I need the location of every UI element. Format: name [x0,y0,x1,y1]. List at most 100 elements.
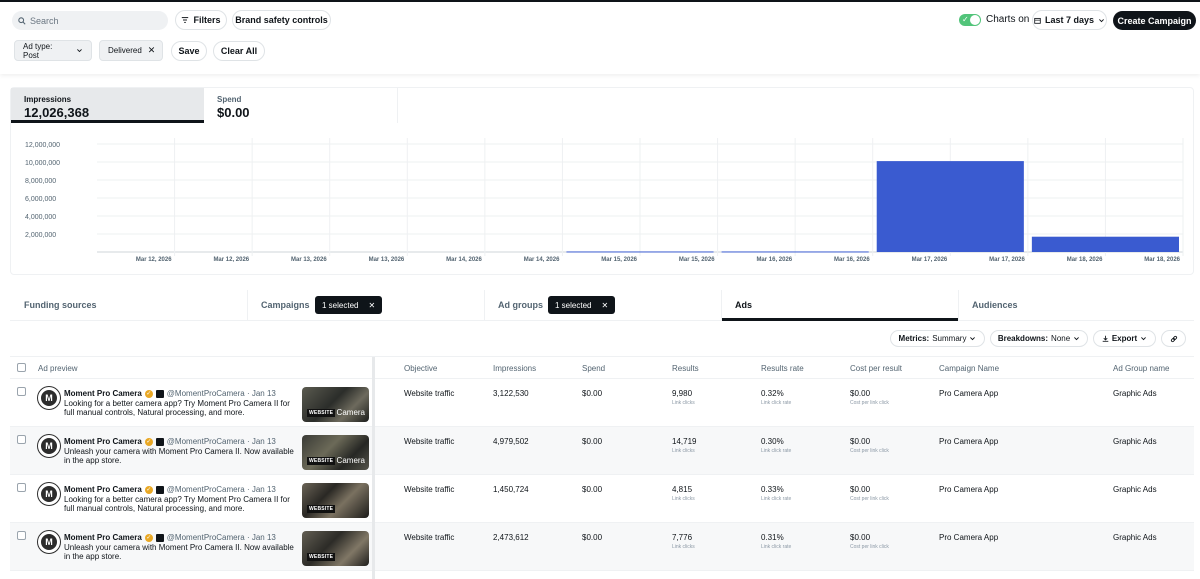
row-checkbox[interactable] [17,531,26,540]
ad-group-name-cell[interactable]: Graphic Ads [1113,437,1157,446]
search-input[interactable] [30,15,150,26]
row-checkbox[interactable] [17,435,26,444]
ad-group-name-cell[interactable]: Graphic Ads [1113,533,1157,542]
tab-audiences[interactable]: Audiences [972,300,1018,310]
metrics-card: Impressions 12,026,368 Spend $0.00 12,00… [10,87,1194,275]
ad-media-thumbnail[interactable]: WEBSITE Camera [302,435,369,470]
results-subtitle: Link clicks [672,496,695,502]
account-name[interactable]: Moment Pro Camera [64,437,142,446]
tab-ad-groups[interactable]: Ad groups [498,300,543,310]
frozen-column-divider[interactable] [372,357,375,579]
x-tick-label: Mar 18, 2026 [1144,257,1180,263]
table-row[interactable]: M Moment Pro Camera ✓ @MomentProCamera · Ja… [10,523,1194,571]
metrics-value: Summary [932,334,967,343]
y-tick-label: 12,000,000 [25,142,60,149]
chevron-down-icon [77,49,82,53]
col-results[interactable]: Results [672,364,699,373]
table-row[interactable]: M Moment Pro Camera ✓ @MomentProCamera · Ja… [10,379,1194,427]
account-name[interactable]: Moment Pro Camera [64,485,142,494]
charts-toggle[interactable]: ✓ [959,14,981,26]
campaigns-selected-chip[interactable]: 1 selected ✕ [315,296,383,314]
tab-campaigns[interactable]: Campaigns [261,300,310,310]
table-row[interactable]: M Moment Pro Camera ✓ @MomentProCamera · Ja… [10,475,1194,523]
select-all-checkbox[interactable] [17,363,26,372]
date-range-button[interactable]: Last 7 days [1032,10,1107,30]
campaign-name-cell[interactable]: Pro Camera App [939,533,999,542]
results-cell: 7,776 Link clicks [672,533,695,550]
campaign-name-cell[interactable]: Pro Camera App [939,485,999,494]
account-name[interactable]: Moment Pro Camera [64,533,142,542]
search-box[interactable] [12,11,168,30]
results-rate-value: 0.30% [761,437,784,446]
spend-label: Spend [217,95,242,104]
results-subtitle: Link clicks [672,400,695,406]
account-handle: @MomentProCamera · Jan 13 [166,389,276,398]
check-icon: ✓ [962,15,969,24]
delivered-filter-chip[interactable]: Delivered ✕ [99,40,163,61]
tab-ads[interactable]: Ads [735,300,753,310]
save-button[interactable]: Save [171,41,207,61]
x-tick-label: Mar 16, 2026 [756,257,792,263]
results-rate-value: 0.33% [761,485,784,494]
x-tick-label: Mar 13, 2026 [291,257,327,263]
tab-funding-sources[interactable]: Funding sources [24,300,97,310]
x-tick-label: Mar 14, 2026 [446,257,482,263]
delivered-filter-label: Delivered [108,46,142,55]
col-results-rate[interactable]: Results rate [761,364,804,373]
clear-all-button[interactable]: Clear All [213,41,265,61]
col-cost-per-result[interactable]: Cost per result [850,364,903,373]
export-button[interactable]: Export [1093,330,1156,347]
close-icon[interactable]: ✕ [147,45,156,55]
filters-button[interactable]: Filters [175,10,227,30]
spend-value: $0.00 [217,105,250,120]
copy-link-button[interactable] [1161,330,1186,347]
results-rate-subtitle: Link click rate [761,448,792,454]
account-name[interactable]: Moment Pro Camera [64,389,142,398]
col-campaign-name[interactable]: Campaign Name [939,364,1000,373]
download-icon [1102,335,1109,342]
breakdowns-key: Breakdowns: [997,334,1049,343]
post-text: Looking for a better camera app? Try Mom… [64,399,290,417]
thumbnail-brand-text: Camera [336,408,365,417]
col-spend[interactable]: Spend [582,364,606,373]
campaign-name-cell[interactable]: Pro Camera App [939,389,999,398]
table-row[interactable]: M Moment Pro Camera ✓ @MomentProCamera · Ja… [10,427,1194,475]
col-objective[interactable]: Objective [404,364,438,373]
chevron-down-icon [1099,18,1104,22]
ad-group-name-cell[interactable]: Graphic Ads [1113,389,1157,398]
spend-metric-tab[interactable]: Spend $0.00 [204,88,398,123]
campaign-name-cell[interactable]: Pro Camera App [939,437,999,446]
objective-cell: Website traffic [404,533,455,542]
ad-group-name-cell[interactable]: Graphic Ads [1113,485,1157,494]
impressions-metric-tab[interactable]: Impressions 12,026,368 [11,88,204,123]
metrics-key: Metrics: [898,334,930,343]
avatar: M [38,531,60,553]
close-icon[interactable]: ✕ [368,300,376,310]
x-tick-label: Mar 17, 2026 [912,257,948,263]
col-impressions[interactable]: Impressions [493,364,537,373]
verified-badge-icon: ✓ [144,485,153,494]
affiliate-badge-icon [155,485,164,494]
avatar: M [38,387,60,409]
metrics-dropdown[interactable]: Metrics: Summary [890,330,985,347]
ad-media-thumbnail[interactable]: WEBSITE Camera [302,387,369,422]
col-ad-group-name[interactable]: Ad Group name [1113,364,1170,373]
ad-type-filter-chip[interactable]: Ad type: Post [14,40,92,61]
create-campaign-button[interactable]: Create Campaign [1113,11,1196,30]
x-tick-label: Mar 12, 2026 [136,257,172,263]
row-checkbox[interactable] [17,387,26,396]
cost-per-result-cell: $0.00 Cost per link click [850,485,889,502]
adgroups-selected-chip[interactable]: 1 selected ✕ [548,296,616,314]
tab-divider [247,290,248,320]
col-ad-preview[interactable]: Ad preview [38,364,78,373]
account-handle: @MomentProCamera · Jan 13 [166,533,276,542]
filter-icon [182,17,189,23]
brand-safety-button[interactable]: Brand safety controls [232,10,331,30]
close-icon[interactable]: ✕ [601,300,609,310]
ad-media-thumbnail[interactable]: WEBSITE [302,483,369,518]
row-checkbox[interactable] [17,483,26,492]
ad-media-thumbnail[interactable]: WEBSITE [302,531,369,566]
breakdowns-dropdown[interactable]: Breakdowns: None [990,330,1088,347]
thumbnail-brand-text: Camera [336,456,365,465]
x-tick-label: Mar 16, 2026 [834,257,870,263]
